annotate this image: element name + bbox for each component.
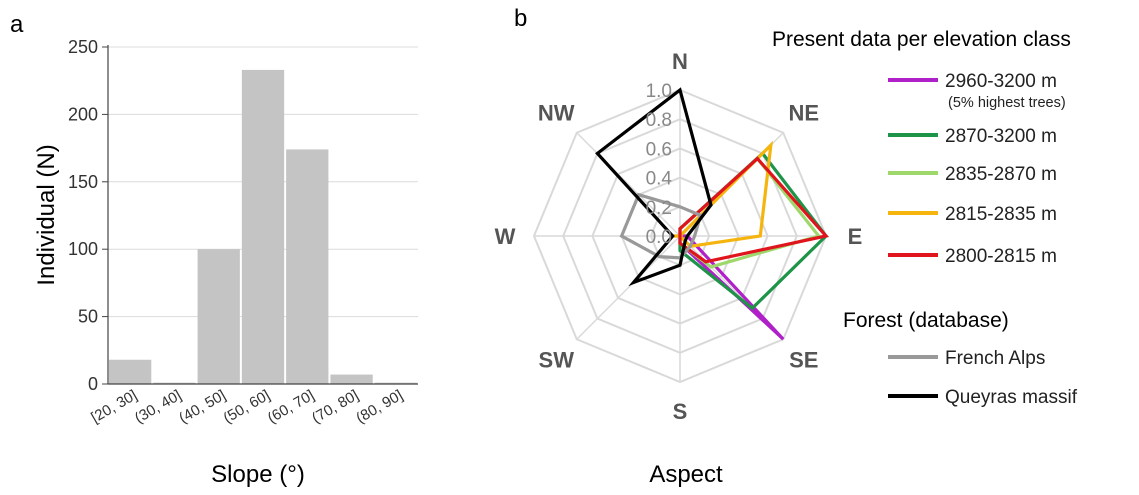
radar-radial-tick-label: 0.4 xyxy=(646,169,673,190)
radar-legend: Present data per elevation class Forest … xyxy=(772,28,1078,408)
radar-spoke xyxy=(576,132,681,237)
radar-radial-tick-label: 0.2 xyxy=(646,198,672,219)
bar xyxy=(241,69,285,384)
radar-radial-tick-label: 1.0 xyxy=(646,81,672,102)
legend-label: 2960-3200 m xyxy=(945,71,1057,92)
bar xyxy=(197,249,240,384)
bar-chart-y-tick-label: 150 xyxy=(68,172,98,192)
bar xyxy=(153,382,196,384)
bar-chart-bars xyxy=(109,69,417,384)
legend-label: 2800-2815 m xyxy=(945,246,1057,267)
legend-label: 2870-3200 m xyxy=(945,126,1057,147)
radar-radial-tick-label: 0.6 xyxy=(646,139,672,160)
bar-chart-y-tick-label: 200 xyxy=(68,104,98,124)
radar-x-axis-label: Aspect xyxy=(649,461,723,488)
panel-a-label: a xyxy=(10,11,24,38)
legend-label: Queyras massif xyxy=(945,387,1078,408)
bar-chart-y-axis-label: Individual (N) xyxy=(33,144,60,285)
bar-chart-x-tick-label: (80, 90] xyxy=(353,387,406,427)
radar-series-line xyxy=(595,87,713,287)
bar-chart-x-tick-label: (70, 80] xyxy=(309,387,362,427)
panel-b-label: b xyxy=(514,5,527,32)
bar xyxy=(330,374,373,384)
legend-label: 2815-2835 m xyxy=(945,204,1057,225)
radar-axis-label: SE xyxy=(789,348,818,373)
bar-chart-x-axis-label: Slope (°) xyxy=(211,461,305,488)
radar-radial-tick-label: 0.0 xyxy=(646,227,672,248)
radar-axis-label: N xyxy=(672,49,688,74)
radar-axis-labels: N NE E SE S SW W NW xyxy=(495,49,863,424)
panel-a: a 0 50 100 150 200 250 [20, 30](30, 40](40, 5… xyxy=(10,11,418,488)
radar-axis-label: S xyxy=(673,399,688,424)
legend-label: French Alps xyxy=(945,348,1045,369)
bar-chart-x-tick-label: (30, 40] xyxy=(132,387,185,427)
legend-title-present: Present data per elevation class xyxy=(772,28,1071,51)
legend-title-forest: Forest (database) xyxy=(843,309,1009,332)
radar-series xyxy=(595,87,830,341)
bar xyxy=(286,149,329,384)
bar xyxy=(374,382,417,384)
bar-chart-x-tick-label: (50, 60] xyxy=(220,387,273,427)
bar-chart-y-tick-label: 100 xyxy=(68,239,98,259)
radar-series-line xyxy=(678,156,830,264)
radar-axis-label: E xyxy=(848,224,863,249)
bar-chart-axes xyxy=(107,45,418,385)
radar-radial-tick-label: 0.8 xyxy=(646,110,672,131)
bar-chart-x-ticks: [20, 30](30, 40](40, 50](50, 60](60, 70]… xyxy=(88,387,406,427)
bar-chart-y-tick-label: 0 xyxy=(88,374,98,394)
legend-items: 2960-3200 m (5% highest trees) 2870-3200 m… xyxy=(888,71,1078,408)
panel-b: b 0.0 0.2 0.4 0.6 0.8 1.0 N NE E SE S SW W NW Aspect… xyxy=(495,5,1078,488)
radar-spoke xyxy=(576,235,681,340)
radar-axis-label: NE xyxy=(788,100,819,125)
bar-chart-y-tick-label: 50 xyxy=(78,307,98,327)
bar-chart-x-tick-label: (60, 70] xyxy=(265,387,318,427)
bar-chart-y-ticks: 0 50 100 150 200 250 xyxy=(68,37,108,394)
legend-note: (5% highest trees) xyxy=(948,95,1066,111)
radar-axis-label: NW xyxy=(538,100,575,125)
radar-axis-label: SW xyxy=(539,348,575,373)
radar-axis-label: W xyxy=(495,224,516,249)
radar-radial-ticks: 0.0 0.2 0.4 0.6 0.8 1.0 xyxy=(646,81,673,248)
bar-chart-y-tick-label: 250 xyxy=(68,37,98,57)
legend-label: 2835-2870 m xyxy=(945,164,1057,185)
bar-chart-x-tick-label: (40, 50] xyxy=(176,387,229,427)
bar xyxy=(109,359,152,384)
